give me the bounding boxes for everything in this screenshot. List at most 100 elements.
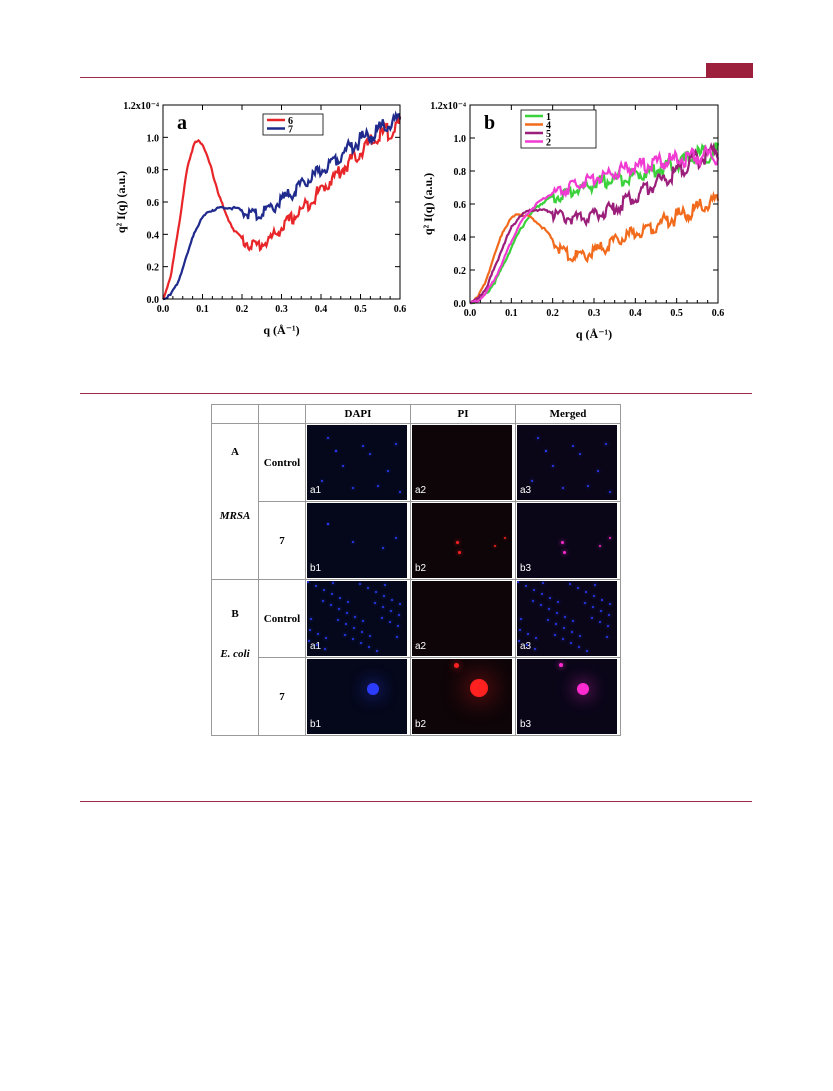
- y-tick-label: 0.0: [454, 299, 467, 310]
- cell-dot: [518, 640, 520, 642]
- cell-dot: [557, 601, 559, 603]
- cell-dot: [563, 551, 566, 554]
- table-row: B E. coli Control a1 a2 a3: [211, 579, 621, 736]
- panel-label: a3: [520, 485, 532, 496]
- micrograph: b1: [307, 503, 407, 578]
- cell-dot: [600, 610, 602, 612]
- x-tick-label: 0.5: [670, 308, 683, 319]
- panel-label: b2: [415, 563, 427, 574]
- cell-dot: [579, 635, 581, 637]
- table-row: 7 b1 b2 b3: [212, 657, 621, 736]
- panel-label: b1: [310, 563, 322, 574]
- legend-label: 6: [288, 116, 293, 127]
- image-cell: a1: [305, 423, 411, 502]
- cell-dot: [321, 480, 323, 482]
- micrograph: b1: [307, 659, 407, 734]
- cell-dot: [561, 541, 564, 544]
- cell-dot: [352, 638, 354, 640]
- row-label: 7: [258, 657, 306, 736]
- image-cell: a2: [410, 579, 516, 658]
- group-b-letter: B: [231, 608, 239, 620]
- cell-dot: [586, 650, 588, 652]
- cell-dot: [361, 631, 363, 633]
- x-tick-label: 0.2: [546, 308, 559, 319]
- cell-dot: [593, 595, 595, 597]
- cell-dot: [377, 485, 379, 487]
- cell-dot: [352, 487, 354, 489]
- micrograph: a1: [307, 425, 407, 500]
- microscopy-table: DAPI PI Merged A MRSA Control a1 a2 a3 7…: [211, 404, 621, 736]
- cell-dot: [367, 587, 369, 589]
- group-a-letter: A: [231, 446, 239, 458]
- panel-label: b2: [415, 719, 427, 730]
- cell-dot: [605, 443, 607, 445]
- image-cell: a2: [410, 423, 516, 502]
- row-label: Control: [258, 579, 306, 658]
- y-tick-label: 1.2x10⁻⁴: [123, 101, 159, 112]
- header-pi: PI: [410, 404, 516, 424]
- cell-dot: [542, 582, 544, 584]
- cell-dot: [359, 583, 361, 585]
- y-tick-label: 0.8: [147, 166, 160, 177]
- image-cell: a3: [515, 423, 621, 502]
- y-tick-label: 1.0: [454, 134, 467, 145]
- cell-dot: [362, 445, 364, 447]
- y-tick-label: 0.4: [147, 230, 160, 241]
- cell-dot: [532, 600, 534, 602]
- cell-dot: [395, 443, 397, 445]
- y-tick-label: 0.8: [454, 167, 467, 178]
- cell-dot: [548, 608, 550, 610]
- cell-dot: [556, 612, 558, 614]
- cell-dot: [396, 636, 398, 638]
- image-cell: b2: [410, 657, 516, 736]
- series-line-7: [163, 110, 402, 301]
- panel-label: b3: [520, 563, 532, 574]
- group-a-label: A MRSA: [211, 423, 259, 580]
- cell-dot: [609, 603, 611, 605]
- panel-label: b1: [310, 719, 322, 730]
- cell-dot: [525, 585, 527, 587]
- cell-dot: [352, 541, 354, 543]
- y-tick-label: 0.0: [147, 295, 160, 306]
- cell-dot: [541, 593, 543, 595]
- header-merged: Merged: [515, 404, 621, 424]
- cell-dot: [594, 584, 596, 586]
- header-tab: [706, 63, 753, 78]
- cell-dot: [526, 644, 528, 646]
- image-cell: b1: [305, 657, 411, 736]
- x-tick-label: 0.6: [394, 304, 407, 315]
- panel-label: a3: [520, 641, 532, 652]
- y-axis-label: q² I(q) (a.u.): [421, 173, 435, 235]
- cell-dot: [327, 437, 329, 439]
- cell-dot: [330, 604, 332, 606]
- y-tick-label: 0.4: [454, 233, 467, 244]
- middle-rule: [80, 393, 752, 394]
- cell-dot: [569, 583, 571, 585]
- y-tick-label: 0.6: [454, 200, 467, 211]
- group-b-organism: E. coli: [220, 648, 250, 660]
- cell-dot: [572, 445, 574, 447]
- micrograph: b2: [412, 503, 512, 578]
- cell-dot: [547, 619, 549, 621]
- cell-dot: [535, 637, 537, 639]
- cell-dot: [354, 616, 356, 618]
- cell-dot: [601, 599, 603, 601]
- cell-dot: [308, 640, 310, 642]
- cell-dot: [534, 648, 536, 650]
- cell-dot: [339, 597, 341, 599]
- cell-dot: [606, 636, 608, 638]
- x-tick-label: 0.1: [505, 308, 517, 319]
- x-tick-label: 0.1: [196, 304, 209, 315]
- cell-dot: [337, 619, 339, 621]
- cell-dot: [397, 625, 399, 627]
- cell-dot: [563, 627, 565, 629]
- cell-dot: [585, 591, 587, 593]
- cell-dot: [609, 491, 611, 493]
- micrograph: a1: [307, 581, 407, 656]
- cell-dot: [399, 491, 401, 493]
- image-cell: a1: [305, 579, 411, 658]
- cell-dot: [555, 623, 557, 625]
- y-tick-label: 0.6: [147, 198, 160, 209]
- x-tick-label: 0.3: [275, 304, 288, 315]
- header-dapi: DAPI: [305, 404, 411, 424]
